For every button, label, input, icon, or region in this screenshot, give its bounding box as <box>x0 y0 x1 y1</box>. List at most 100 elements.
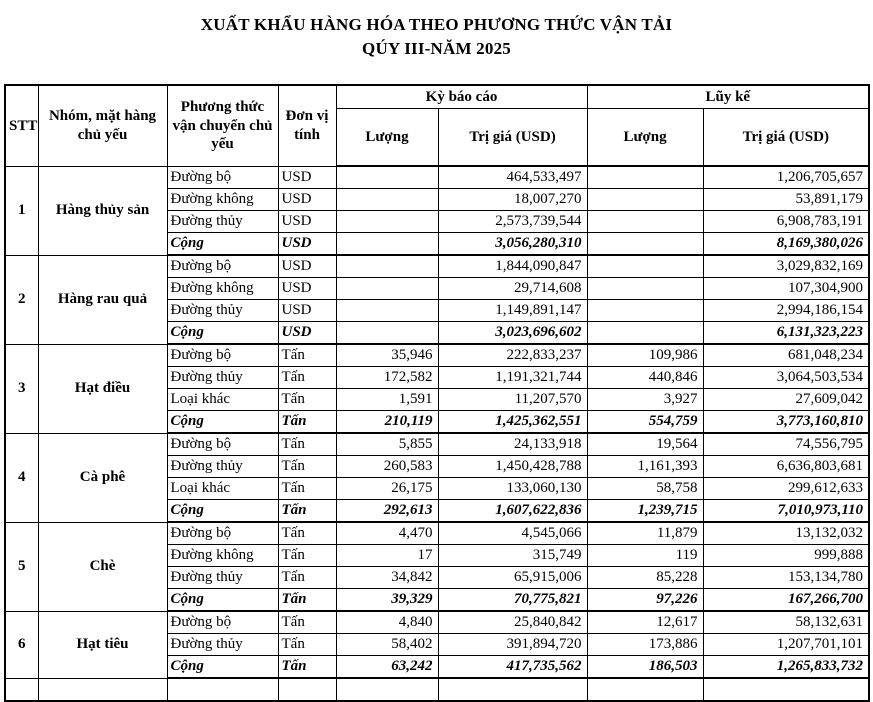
group-stt: 3 <box>4 343 39 434</box>
col-header-unit: Đơn vị tính <box>277 84 337 167</box>
unit-of-measure: Tấn <box>277 633 337 656</box>
col-header-transport-method: Phương thức vận chuyển chủ yếu <box>166 84 279 167</box>
period-value: 24,133,918 <box>437 432 588 456</box>
empty-cell <box>586 677 704 702</box>
cumulative-quantity: 186,503 <box>586 655 704 679</box>
title-line-1: XUẤT KHẨU HÀNG HÓA THEO PHƯƠNG THỨC VẬN … <box>200 15 673 34</box>
cumulative-quantity <box>586 165 704 189</box>
table-row: Đường thủy Tấn 34,842 65,915,006 85,228 153,1… <box>5 566 870 589</box>
transport-method: Đường không <box>166 188 279 211</box>
unit-of-measure: Tấn <box>277 521 337 545</box>
period-value: 70,775,821 <box>437 588 588 612</box>
table-body: 1 Hàng thủy sản Đường bộ USD 464,533,497 1,20… <box>4 165 870 702</box>
cumulative-value: 58,132,631 <box>702 610 870 634</box>
cumulative-quantity: 85,228 <box>586 566 704 589</box>
empty-cell <box>702 677 870 702</box>
col-header-period-quantity: Lượng <box>335 108 439 167</box>
cumulative-quantity <box>586 188 704 211</box>
group-total-row: Cộng USD 3,056,280,310 8,169,380,026 <box>5 232 870 256</box>
period-value: 1,425,362,551 <box>437 410 588 434</box>
transport-method: Cộng <box>166 588 279 612</box>
period-quantity <box>335 321 439 345</box>
cumulative-value: 6,636,803,681 <box>702 455 870 478</box>
cumulative-quantity: 1,239,715 <box>586 499 704 523</box>
period-quantity: 4,840 <box>335 610 439 634</box>
period-quantity: 4,470 <box>335 521 439 545</box>
cumulative-value: 681,048,234 <box>702 343 870 367</box>
cumulative-quantity: 173,886 <box>586 633 704 656</box>
unit-of-measure: Tấn <box>277 410 337 434</box>
title-line-2: QÚY III-NĂM 2025 <box>362 38 511 58</box>
table-row: 1 Hàng thủy sản Đường bộ USD 464,533,497 1,20… <box>4 165 870 256</box>
table-row: Đường thủy Tấn 260,583 1,450,428,788 1,161,3… <box>5 455 870 478</box>
table-row: 4 Cà phê Đường bộ Tấn 5,855 24,133,918 19,564 7… <box>4 432 870 523</box>
unit-of-measure: USD <box>277 321 337 345</box>
unit-of-measure: USD <box>277 232 337 256</box>
period-quantity: 39,329 <box>335 588 439 612</box>
period-value: 1,450,428,788 <box>437 455 588 478</box>
col-header-stt: STT <box>4 84 39 167</box>
period-quantity <box>335 232 439 256</box>
col-header-reporting-period: Kỳ báo cáo <box>335 84 588 109</box>
period-value: 1,149,891,147 <box>437 299 588 322</box>
unit-of-measure: Tấn <box>277 388 337 411</box>
cumulative-quantity <box>586 299 704 322</box>
unit-of-measure: Tấn <box>277 432 337 456</box>
period-value: 1,191,321,744 <box>437 366 588 389</box>
cumulative-value: 999,888 <box>702 544 870 567</box>
cumulative-quantity: 109,986 <box>586 343 704 367</box>
transport-method: Đường bộ <box>166 521 279 545</box>
unit-of-measure: USD <box>277 210 337 233</box>
period-quantity: 260,583 <box>335 455 439 478</box>
period-value: 222,833,237 <box>437 343 588 367</box>
empty-cell <box>166 677 279 702</box>
group-name: Hàng rau quả <box>37 254 168 345</box>
col-header-cumulative-quantity: Lượng <box>586 108 704 167</box>
period-quantity <box>335 277 439 300</box>
group-stt: 1 <box>4 165 39 256</box>
transport-method: Đường bộ <box>166 343 279 367</box>
transport-method: Đường thủy <box>166 566 279 589</box>
period-quantity <box>335 165 439 189</box>
group-name: Chè <box>37 521 168 612</box>
period-value: 11,207,570 <box>437 388 588 411</box>
period-value: 1,844,090,847 <box>437 254 588 278</box>
table-row: 6 Hạt tiêu Đường bộ Tấn 4,840 25,840,842 12,61… <box>4 610 870 679</box>
partial-cutoff-row <box>4 677 870 702</box>
unit-of-measure: USD <box>277 188 337 211</box>
table-row: 5 Chè Đường bộ Tấn 4,470 4,545,066 11,879 13,13… <box>4 521 870 612</box>
cumulative-value: 1,265,833,732 <box>702 655 870 679</box>
cumulative-quantity: 12,617 <box>586 610 704 634</box>
period-quantity <box>335 188 439 211</box>
export-by-transport-table: STT Nhóm, mặt hàng chủ yếu Phương thức v… <box>4 84 871 702</box>
period-value: 25,840,842 <box>437 610 588 634</box>
transport-method: Đường thủy <box>166 455 279 478</box>
cumulative-quantity: 119 <box>586 544 704 567</box>
col-header-cumulative-value: Trị giá (USD) <box>702 108 870 167</box>
group-name: Hạt tiêu <box>37 610 168 679</box>
transport-method: Cộng <box>166 410 279 434</box>
cumulative-quantity <box>586 210 704 233</box>
transport-method: Đường bộ <box>166 254 279 278</box>
unit-of-measure: USD <box>277 299 337 322</box>
period-value: 2,573,739,544 <box>437 210 588 233</box>
cumulative-quantity <box>586 232 704 256</box>
empty-cell <box>437 677 588 702</box>
col-header-commodity-group: Nhóm, mặt hàng chủ yếu <box>37 84 168 167</box>
cumulative-value: 53,891,179 <box>702 188 870 211</box>
period-value: 65,915,006 <box>437 566 588 589</box>
cumulative-quantity: 1,161,393 <box>586 455 704 478</box>
unit-of-measure: Tấn <box>277 655 337 679</box>
transport-method: Đường thủy <box>166 210 279 233</box>
table-row: Đường không USD 29,714,608 107,304,900 <box>5 277 870 300</box>
transport-method: Đường bộ <box>166 165 279 189</box>
cumulative-quantity: 440,846 <box>586 366 704 389</box>
table-row: 3 Hạt điều Đường bộ Tấn 35,946 222,833,237 109… <box>4 343 870 434</box>
period-value: 417,735,562 <box>437 655 588 679</box>
cumulative-value: 6,908,783,191 <box>702 210 870 233</box>
period-quantity: 172,582 <box>335 366 439 389</box>
unit-of-measure: Tấn <box>277 477 337 500</box>
period-value: 133,060,130 <box>437 477 588 500</box>
table-row: Đường không Tấn 17 315,749 119 999,888 <box>5 544 870 567</box>
cumulative-value: 107,304,900 <box>702 277 870 300</box>
